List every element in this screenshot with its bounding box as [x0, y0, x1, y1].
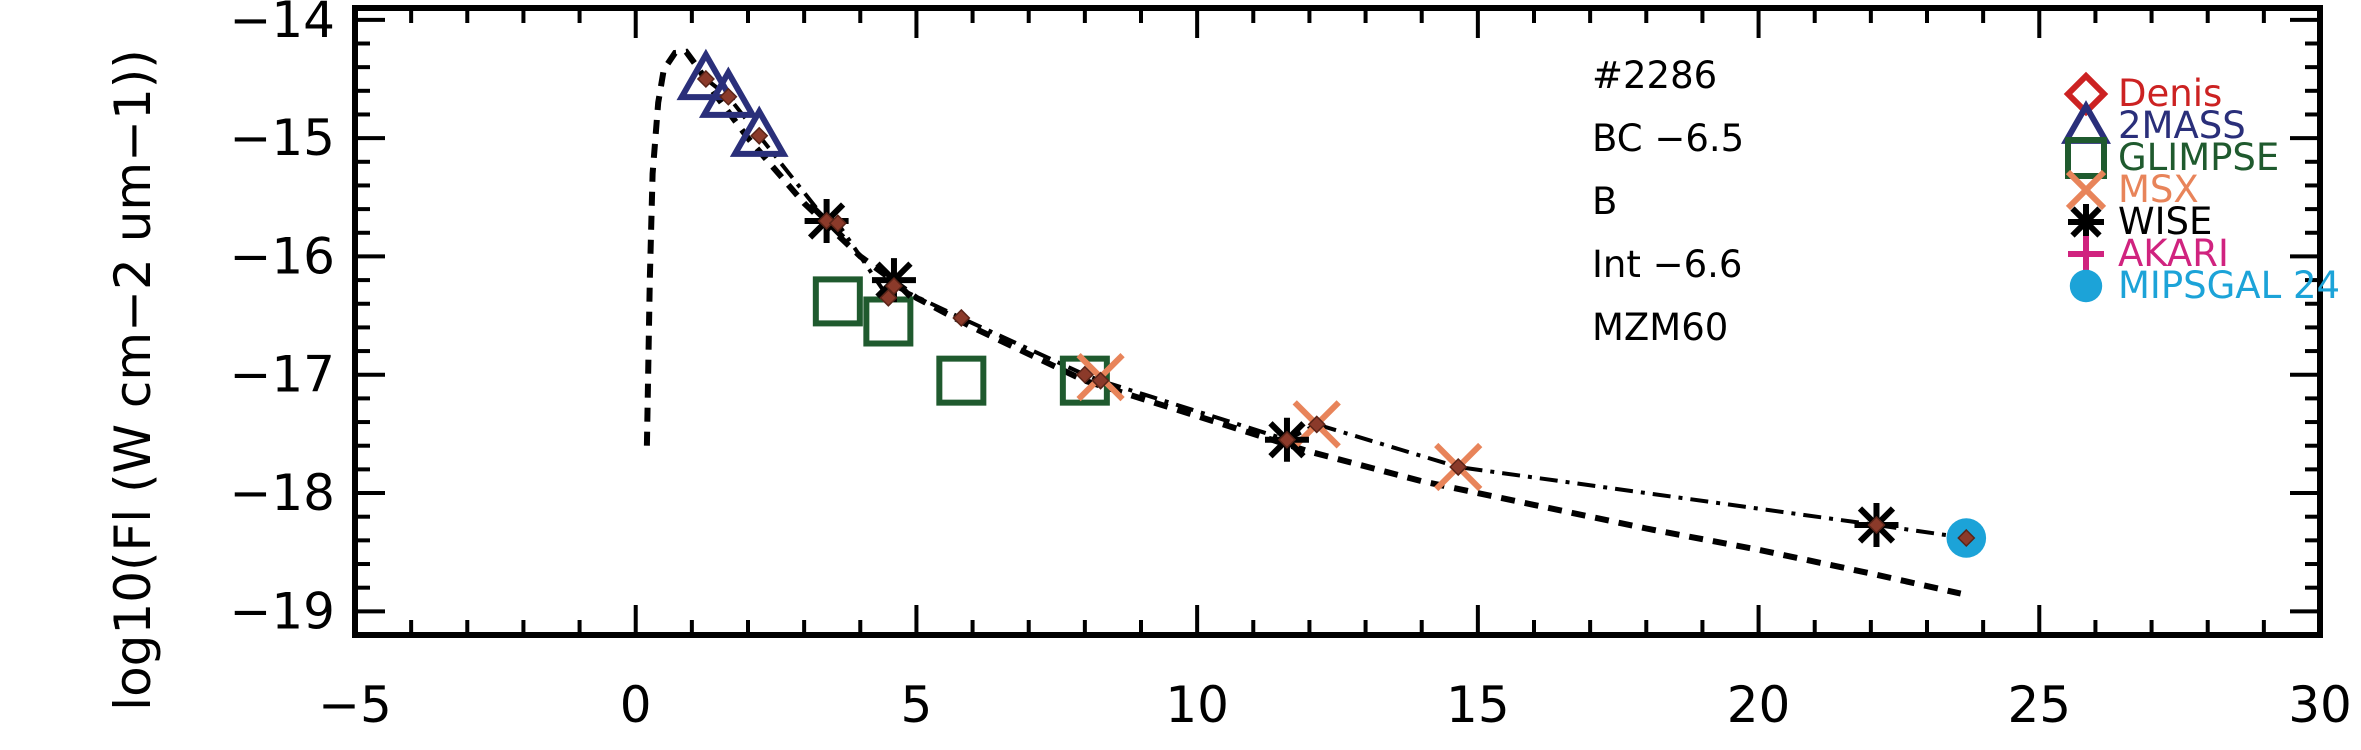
legend-symbol-akari	[2068, 236, 2104, 272]
data-markers	[676, 48, 1987, 558]
marker-2mass	[676, 48, 736, 101]
model-fit-point	[1867, 515, 1886, 535]
model-fit-point	[828, 214, 847, 233]
model-fit-point	[1957, 528, 1976, 548]
legend-label: WISE	[2118, 200, 2212, 243]
y-tick-label: −19	[229, 582, 335, 640]
y-tick-label: −17	[229, 346, 335, 404]
legend-label: 2MASS	[2118, 104, 2246, 147]
legend-label: Denis	[2118, 72, 2222, 115]
model-fit-point	[879, 288, 898, 307]
y-tick-label: −18	[229, 464, 335, 522]
axis-tick-labels: −5 0 5 10 15 20 25 30 −19 −18 −17 −16 −15 −14	[229, 0, 2351, 734]
x-tick-label: 25	[2007, 676, 2071, 734]
marker-2mass	[698, 66, 758, 118]
model-fit-point	[1307, 415, 1326, 434]
annotation-text: #2286	[1592, 54, 1717, 97]
y-tick-label: −15	[229, 109, 335, 167]
annotation-text: MZM60	[1592, 306, 1728, 349]
legend-label: MSX	[2118, 168, 2199, 211]
legend-symbol-2mass	[2061, 100, 2111, 144]
marker-2mass	[729, 105, 789, 157]
x-tick-label: −5	[318, 676, 392, 734]
x-tick-label: 30	[2288, 676, 2352, 734]
model-fit-point	[719, 87, 738, 106]
annotation-text: BC −6.5	[1592, 117, 1744, 160]
annotation-text: Int −6.6	[1592, 243, 1742, 286]
legend-symbol-mipsgal-24	[2069, 269, 2103, 303]
model-fit-point	[750, 126, 769, 145]
x-tick-label: 20	[1727, 676, 1791, 734]
model-fit-point	[1277, 430, 1297, 449]
legend-label: AKARI	[2118, 232, 2229, 275]
y-tick-label: −14	[229, 0, 335, 49]
model-fit-point	[1449, 457, 1468, 477]
marker-glimpse	[812, 276, 863, 327]
plot-frame	[352, 5, 2323, 638]
y-tick-label: −16	[229, 227, 335, 285]
marker-glimpse	[936, 355, 987, 406]
legend-symbol-msx	[2065, 169, 2107, 211]
annotations: #2286 BC −6.5 B Int −6.6 MZM60	[1592, 54, 1744, 349]
axis-ticks	[353, 8, 2322, 637]
annotation-text: B	[1592, 180, 1617, 223]
curves	[643, 48, 1967, 597]
legend-symbol-wise	[2068, 204, 2104, 240]
x-tick-label: 5	[901, 676, 933, 734]
fit-curve	[704, 77, 1967, 540]
y-axis-title: log10(Fl (W cm−2 um−1))	[104, 49, 162, 711]
x-tick-label: 0	[620, 676, 652, 734]
x-tick-label: 10	[1165, 676, 1229, 734]
model-fit-point	[1075, 365, 1094, 384]
legend-symbol-glimpse	[2065, 137, 2107, 179]
model-fit-point	[696, 69, 715, 89]
model-fit-point	[952, 308, 971, 328]
legend-label: GLIMPSE	[2118, 136, 2279, 179]
model-fit-point	[884, 276, 904, 296]
legend-label: MIPSGAL 24	[2118, 264, 2340, 307]
x-tick-label: 15	[1446, 676, 1510, 734]
model-fit-point	[1091, 371, 1110, 390]
axes-frame	[352, 5, 2323, 638]
